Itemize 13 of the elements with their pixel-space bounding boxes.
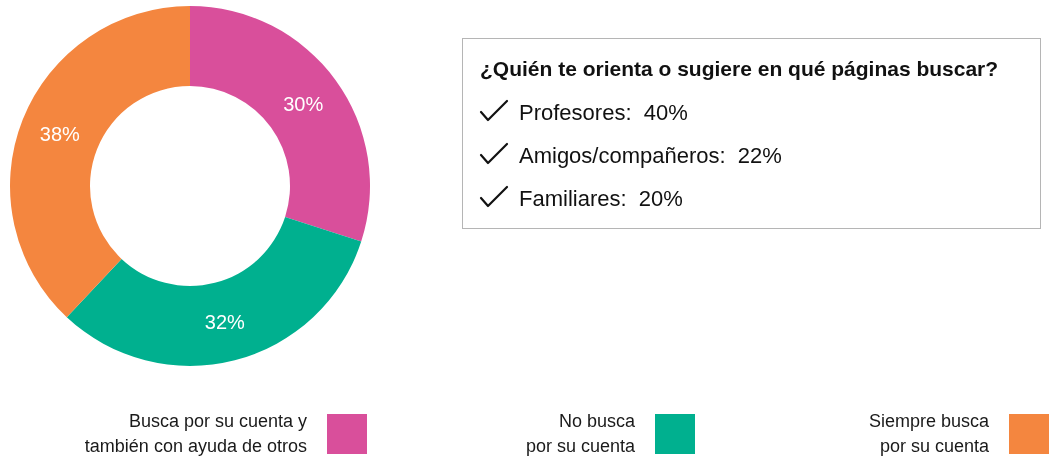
legend-label: Siempre busca por su cuenta xyxy=(868,411,990,456)
data-label: 38% xyxy=(39,123,81,146)
donut-slice xyxy=(190,6,370,242)
donut-slice xyxy=(66,216,362,366)
data-label: 32% xyxy=(204,310,246,333)
text: ¿Quién te orienta o sugiere en qué páginas buscar? xyxy=(480,57,999,80)
legend-label: Busca por su cuenta y también con ayuda de otros xyxy=(84,411,307,456)
data-label: 30% xyxy=(283,92,324,115)
text: Amigos/compañeros: 22% xyxy=(519,143,782,168)
donut-slice xyxy=(10,6,190,318)
text: Profesores: 40% xyxy=(519,100,688,125)
legend-label: No busca por su cuenta xyxy=(525,411,636,456)
text: Familiares: 20% xyxy=(519,186,683,211)
